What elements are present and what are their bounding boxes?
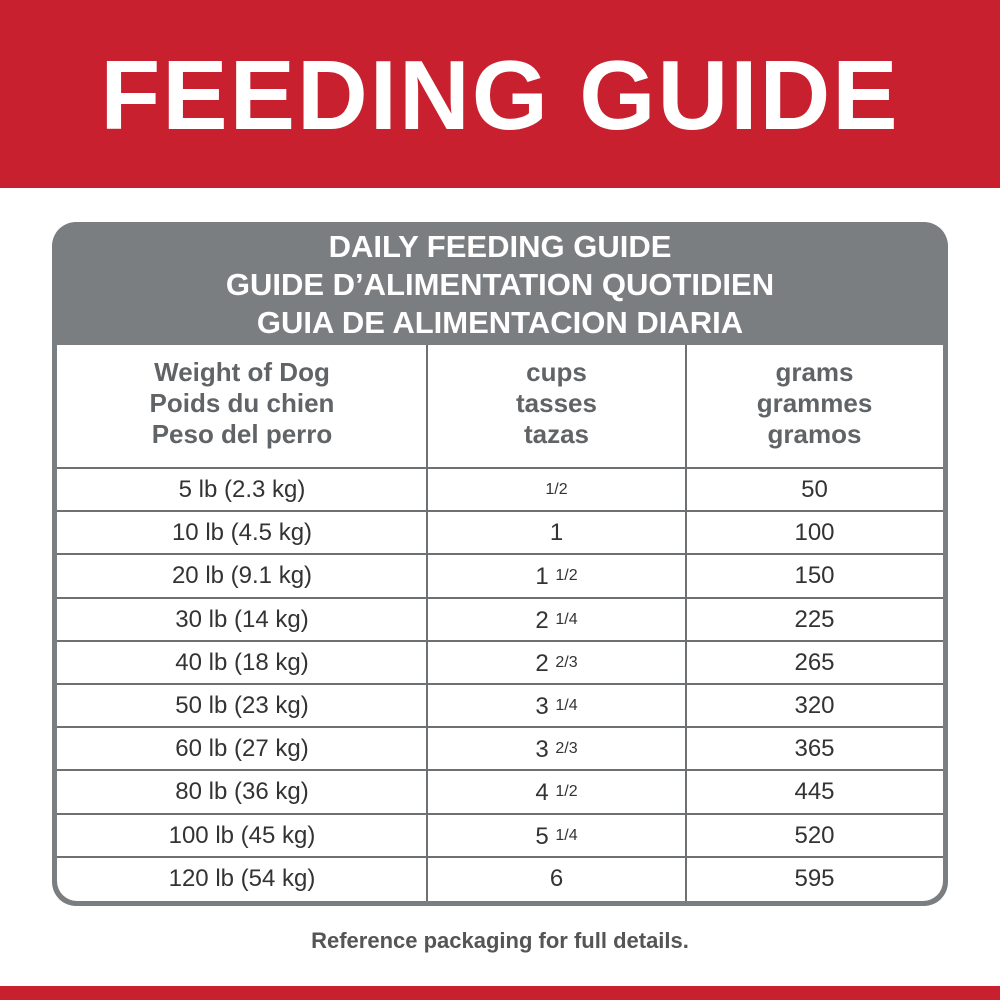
cups-fraction: 1/2 <box>555 567 578 585</box>
row-rule <box>57 596 943 599</box>
cell: 40 lb (18 kg) <box>175 648 309 676</box>
row-rule <box>57 812 943 815</box>
row-rule <box>57 467 943 469</box>
column-header-line: Poids du chien <box>149 388 335 418</box>
column-header-line: Peso del perro <box>151 419 333 449</box>
row-rule <box>57 726 943 729</box>
cell: 320 <box>794 692 835 719</box>
cell: 30 lb (14 kg) <box>175 605 309 633</box>
column-header-line: Weight of Dog <box>154 357 330 387</box>
title: FEEDING GUIDE <box>100 40 900 150</box>
table-title-line: GUIDE D’ALIMENTATION QUOTIDIEN <box>225 267 775 302</box>
cell: 150 <box>794 562 835 590</box>
table-title-line: DAILY FEEDING GUIDE <box>328 229 672 264</box>
cell: 445 <box>794 778 835 806</box>
cell: 1 <box>427 511 686 554</box>
column-header: grams grammes gramos <box>686 357 943 450</box>
cell: 20 lb (9.1 kg) <box>171 562 313 590</box>
cell: 265 <box>794 648 835 676</box>
footer-note: Reference packaging for full details. <box>311 928 689 953</box>
cups-whole: 3 <box>535 736 549 764</box>
cell: 1 1/2 <box>427 554 686 597</box>
column-header: cups tasses tazas <box>427 357 686 450</box>
cell: 225 <box>794 605 835 633</box>
cell: 2 2/3 <box>427 641 686 684</box>
cell: 1/2 <box>427 468 686 511</box>
cups-fraction: 1/2 <box>545 481 568 498</box>
cell: 50 lb (23 kg) <box>175 692 309 719</box>
column-header-line: grammes <box>756 388 873 418</box>
cell: 6 <box>427 857 686 900</box>
row-rule <box>57 553 943 556</box>
cell: 365 <box>794 735 835 763</box>
cups-whole: 1 <box>549 519 564 547</box>
row-rule <box>57 639 943 642</box>
footer-band <box>0 986 1000 1000</box>
table-title-line: GUIA DE ALIMENTACION DIARIA <box>256 305 744 340</box>
cell: 2 1/4 <box>427 598 686 641</box>
column-rule <box>685 345 687 901</box>
row-rule <box>57 855 943 858</box>
row-rule <box>57 683 943 685</box>
cups-whole: 4 <box>535 779 549 807</box>
cell: 100 <box>794 519 835 547</box>
cell: 50 <box>801 476 828 503</box>
header-band <box>0 0 1000 188</box>
cell: 520 <box>794 821 835 849</box>
cups-whole: 3 <box>535 693 549 720</box>
cups-fraction: 2/3 <box>555 740 578 758</box>
cups-whole: 2 <box>535 649 549 677</box>
cups-whole: 5 <box>535 822 549 850</box>
table-title: DAILY FEEDING GUIDE GUIDE D’ALIMENTATION … <box>52 228 948 342</box>
column-header-line: tasses <box>516 388 597 418</box>
column-header-line: cups <box>526 357 587 387</box>
cell: 595 <box>794 864 835 892</box>
cell: 3 2/3 <box>427 727 686 770</box>
cell: 5 1/4 <box>427 814 686 857</box>
column-header-line: gramos <box>767 419 862 449</box>
cups-fraction: 1/2 <box>555 783 578 801</box>
cell: 100 lb (45 kg) <box>168 821 316 849</box>
cell: 10 lb (4.5 kg) <box>171 519 313 547</box>
cell: 80 lb (36 kg) <box>175 778 309 806</box>
cups-fraction: 1/4 <box>555 826 578 844</box>
column-header-line: tazas <box>523 419 590 449</box>
cups-fraction: 2/3 <box>555 653 578 671</box>
cell: 3 1/4 <box>427 684 686 727</box>
column-rule <box>426 345 428 901</box>
cell: 4 1/2 <box>427 770 686 813</box>
cell: 120 lb (54 kg) <box>168 864 316 892</box>
row-rule <box>57 769 943 772</box>
cups-fraction: 1/4 <box>555 697 578 714</box>
cell: 60 lb (27 kg) <box>175 735 309 763</box>
cups-whole: 1 <box>535 563 549 591</box>
column-header: Weight of Dog Poids du chien Peso del perr… <box>57 357 427 450</box>
cups-fraction: 1/4 <box>555 610 578 628</box>
cups-whole: 6 <box>549 864 564 892</box>
cups-whole: 2 <box>535 606 549 634</box>
column-header-line: grams <box>775 357 854 387</box>
table-body <box>57 345 943 901</box>
cell: 5 lb (2.3 kg) <box>178 476 306 503</box>
row-rule <box>57 510 943 513</box>
